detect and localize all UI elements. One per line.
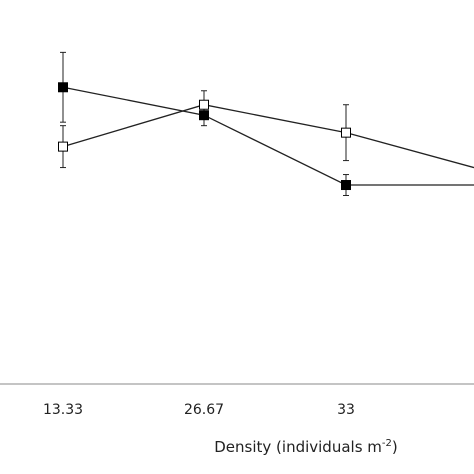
- x-tick-label: 33: [337, 402, 355, 418]
- series-1-line: [62, 86, 474, 186]
- x-axis-title-close: ): [392, 438, 398, 456]
- series-2-point: [199, 99, 209, 110]
- series-2-line: [62, 104, 474, 169]
- series-1-point: [341, 180, 351, 191]
- series-1-point: [199, 110, 209, 121]
- x-tick-label: 26.67: [184, 402, 224, 418]
- x-axis-title-superscript: -2: [382, 438, 392, 449]
- series-2-point: [341, 127, 351, 138]
- x-axis-title-main: Density (individuals m: [214, 438, 382, 456]
- series-2-point: [58, 141, 68, 152]
- x-axis-title: Density (individuals m-2): [214, 438, 397, 456]
- series-1-point: [58, 82, 68, 93]
- x-tick-label: 13.33: [43, 402, 83, 418]
